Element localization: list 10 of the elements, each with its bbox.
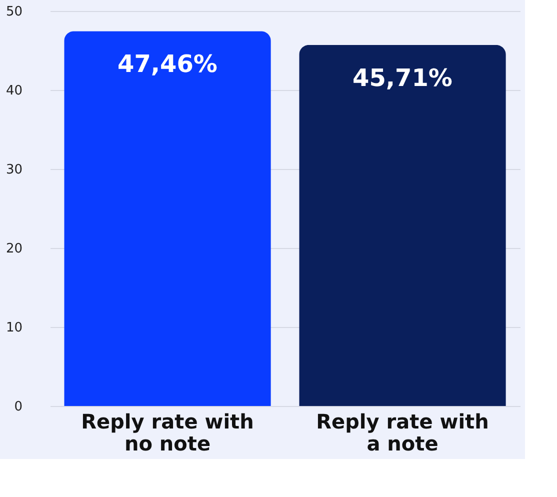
y-tick-label: 20 bbox=[6, 242, 22, 256]
y-tick-label: 30 bbox=[6, 162, 22, 178]
x-tick-label: Reply rate with no note bbox=[81, 410, 254, 456]
data-label: 47,46% bbox=[118, 50, 218, 78]
y-tick-label: 10 bbox=[6, 320, 22, 336]
y-tick-label: 50 bbox=[6, 4, 22, 20]
y-tick-label: 40 bbox=[6, 84, 22, 98]
x-tick-label: Reply rate with a note bbox=[316, 410, 489, 456]
data-label: 45,71% bbox=[352, 64, 452, 92]
y-tick-label: 0 bbox=[14, 400, 22, 414]
